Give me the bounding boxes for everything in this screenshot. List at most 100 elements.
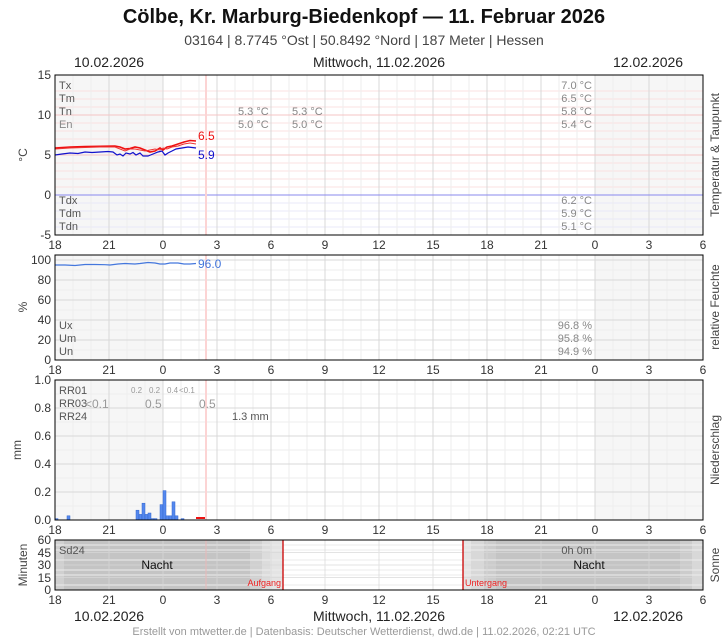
date-center-top: Mittwoch, 11.02.2026 [313, 54, 446, 70]
svg-text:40: 40 [38, 313, 52, 327]
svg-text:9: 9 [322, 363, 329, 377]
svg-text:15: 15 [38, 571, 52, 585]
svg-text:21: 21 [102, 363, 116, 377]
svg-text:18: 18 [48, 523, 62, 537]
humidity-unit-label: % [16, 301, 30, 312]
svg-text:3: 3 [214, 523, 221, 537]
rr01-value: <0.1 [179, 386, 195, 395]
svg-text:0: 0 [44, 353, 51, 367]
svg-text:0.2: 0.2 [34, 485, 51, 499]
svg-text:21: 21 [534, 593, 548, 607]
label-en: En [59, 119, 72, 131]
ux-value: 96.8 % [558, 320, 592, 332]
svg-text:20: 20 [38, 333, 52, 347]
label-sd24: Sd24 [59, 545, 85, 557]
svg-text:15: 15 [426, 523, 440, 537]
svg-text:21: 21 [102, 238, 116, 252]
svg-text:15: 15 [426, 238, 440, 252]
day2-tdm-value: 5.9 °C [561, 208, 592, 220]
temperature-panel: 6.5 5.9 Tx Tm Tn En Tdx Tdm Tdn 5.3 °C 5… [16, 68, 722, 242]
svg-text:6: 6 [268, 523, 275, 537]
svg-text:21: 21 [534, 238, 548, 252]
rr03-value: 0.5 [145, 397, 162, 411]
precip-forecast-marker [196, 517, 205, 519]
svg-text:21: 21 [102, 593, 116, 607]
svg-text:80: 80 [38, 273, 52, 287]
svg-text:0.4: 0.4 [34, 457, 51, 471]
svg-text:18: 18 [480, 593, 494, 607]
svg-text:6: 6 [700, 238, 707, 252]
rr24-value: 1.3 mm [232, 411, 269, 423]
y-tick: 10 [38, 108, 52, 122]
page-title: Cölbe, Kr. Marburg-Biedenkopf — 11. Febr… [122, 6, 606, 28]
temp-side-label: Temperatur & Taupunkt [708, 92, 722, 217]
precip-bars [54, 490, 185, 521]
current-humidity-label: 96.0 [198, 257, 222, 271]
svg-text:12: 12 [372, 238, 386, 252]
svg-text:6: 6 [700, 523, 707, 537]
svg-text:21: 21 [102, 523, 116, 537]
svg-text:12: 12 [372, 593, 386, 607]
footer-credit: Erstellt von mtwetter.de | Datenbasis: D… [132, 626, 596, 638]
svg-text:18: 18 [480, 523, 494, 537]
day1-tn-value: 5.3 °C [238, 106, 269, 118]
svg-text:3: 3 [214, 238, 221, 252]
day2-tdx-value: 6.2 °C [561, 195, 592, 207]
svg-text:0: 0 [592, 363, 599, 377]
svg-text:9: 9 [322, 238, 329, 252]
label-tm: Tm [59, 93, 75, 105]
sunset-label: Untergang [465, 578, 507, 588]
date-center-bottom: Mittwoch, 11.02.2026 [313, 608, 446, 624]
sunrise-label: Aufgang [247, 578, 281, 588]
sun-unit-label: Minuten [16, 544, 30, 587]
svg-text:3: 3 [214, 363, 221, 377]
sun-side-label: Sonne [708, 547, 722, 582]
sun-panel: Aufgang Untergang Sd24 Nacht Nacht 0h 0m… [16, 533, 722, 597]
precip-unit-label: mm [10, 440, 24, 460]
svg-text:12: 12 [372, 523, 386, 537]
label-rr01: RR01 [59, 385, 87, 397]
svg-text:15: 15 [426, 593, 440, 607]
x-axis-humidity: 18 21 0 3 6 9 12 15 18 21 0 3 6 [48, 363, 706, 377]
y-tick: 0 [44, 188, 51, 202]
sun-duration-value: 0h 0m [561, 545, 592, 557]
svg-text:18: 18 [48, 363, 62, 377]
svg-text:45: 45 [38, 546, 52, 560]
svg-text:12: 12 [372, 363, 386, 377]
svg-text:9: 9 [322, 593, 329, 607]
rr03-value: <0.1 [85, 397, 109, 411]
svg-text:0: 0 [160, 593, 167, 607]
temp-unit-label: °C [16, 148, 30, 162]
day2-tx-value: 7.0 °C [561, 80, 592, 92]
svg-text:60: 60 [38, 293, 52, 307]
label-rr24: RR24 [59, 411, 87, 423]
svg-text:18: 18 [480, 363, 494, 377]
svg-text:0: 0 [592, 523, 599, 537]
night-label-2: Nacht [573, 558, 605, 572]
svg-text:0: 0 [160, 363, 167, 377]
humidity-side-label: relative Feuchte [708, 264, 722, 350]
svg-text:18: 18 [48, 238, 62, 252]
svg-text:6: 6 [268, 593, 275, 607]
um-value: 95.8 % [558, 333, 592, 345]
y-tick: 5 [44, 148, 51, 162]
x-axis-sun: 18 21 0 3 6 9 12 15 18 21 0 3 6 [48, 593, 706, 607]
svg-text:3: 3 [646, 363, 653, 377]
day2-tn-value: 5.8 °C [561, 106, 592, 118]
station-info: 03164 | 8.7745 °Ost | 50.8492 °Nord | 18… [184, 32, 544, 48]
svg-text:1.0: 1.0 [34, 373, 51, 387]
date-right-top: 12.02.2026 [613, 54, 684, 70]
label-rr03: RR03 [59, 398, 87, 410]
svg-text:100: 100 [31, 253, 51, 267]
svg-text:3: 3 [214, 593, 221, 607]
svg-text:30: 30 [38, 558, 52, 572]
svg-text:0.6: 0.6 [34, 429, 51, 443]
label-tn: Tn [59, 106, 72, 118]
svg-text:6: 6 [268, 363, 275, 377]
svg-text:3: 3 [646, 238, 653, 252]
svg-text:3: 3 [646, 593, 653, 607]
label-un: Un [59, 346, 73, 358]
rr01-value: 0.2 [149, 386, 161, 395]
svg-text:21: 21 [534, 523, 548, 537]
